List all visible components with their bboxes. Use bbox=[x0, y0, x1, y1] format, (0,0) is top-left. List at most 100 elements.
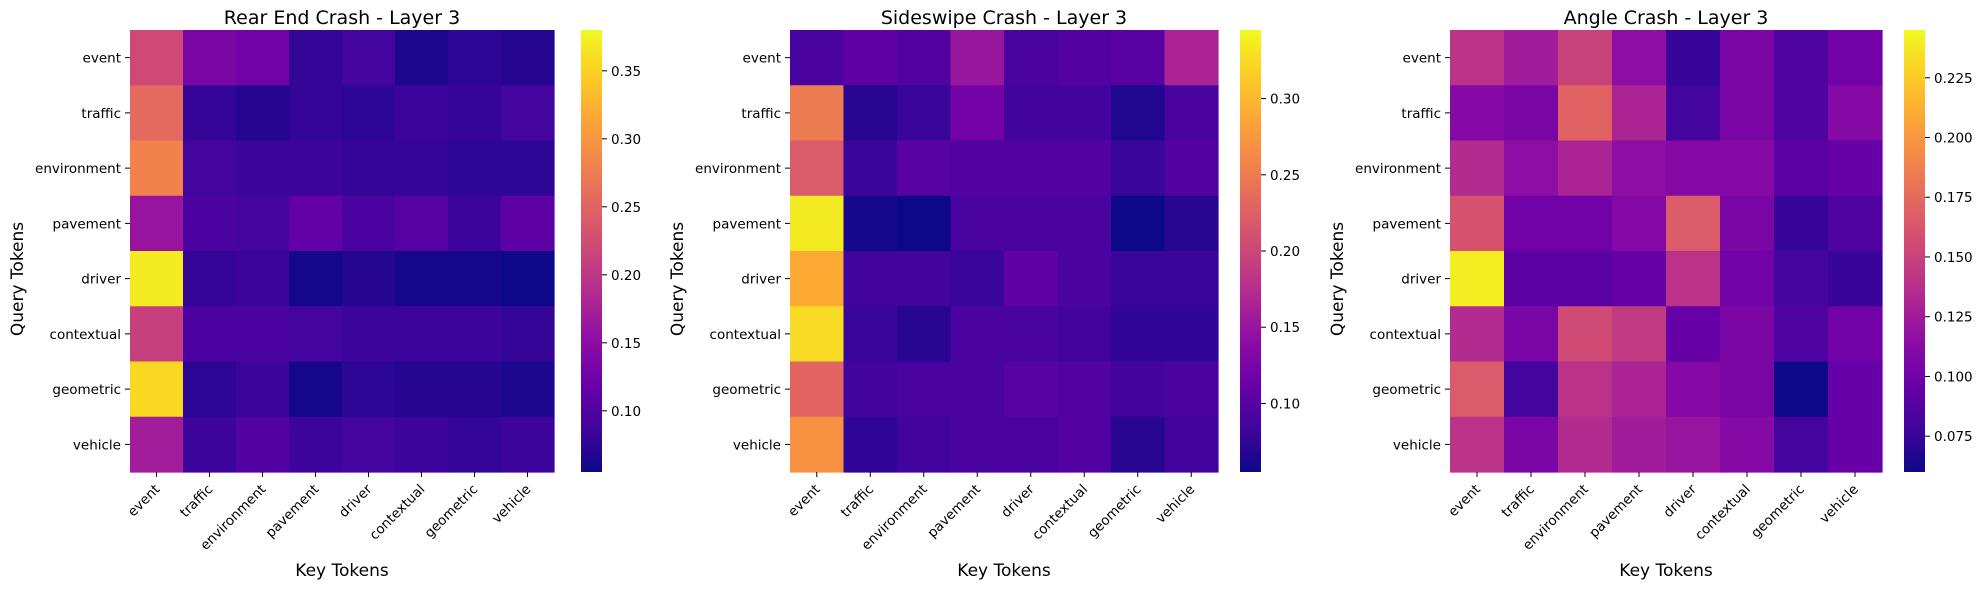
heatmap-cell bbox=[1828, 30, 1883, 86]
heatmap-cell bbox=[897, 306, 952, 363]
heatmap-cell bbox=[790, 251, 845, 307]
heatmap-cell bbox=[1828, 361, 1883, 418]
colorbar-tick-label: 0.20 bbox=[1270, 244, 1300, 260]
heatmap-cell bbox=[1666, 85, 1721, 142]
heatmap-cell bbox=[448, 85, 502, 142]
x-tick-label: pavement bbox=[924, 482, 984, 542]
x-tick-label: pavement bbox=[1586, 482, 1646, 542]
heatmap-panel-rear-end: Rear End Crash - Layer 3 Key Tokens Quer… bbox=[8, 7, 641, 581]
heatmap-cell bbox=[183, 416, 237, 473]
heatmap-cell bbox=[950, 140, 1005, 197]
heatmap-cell bbox=[1450, 30, 1505, 86]
heatmap-cell bbox=[289, 195, 343, 252]
heatmap-cell bbox=[1450, 306, 1505, 363]
heatmap-cell bbox=[950, 30, 1005, 86]
heatmap-cell bbox=[1057, 251, 1112, 307]
heatmap-cell bbox=[790, 306, 845, 363]
colorbar bbox=[1904, 30, 1925, 472]
heatmap-cell bbox=[1111, 361, 1166, 418]
colorbar-tick-label: 0.20 bbox=[611, 268, 641, 284]
heatmap-cell bbox=[1004, 85, 1059, 142]
heatmap-cell bbox=[1612, 195, 1667, 252]
x-tick-label: event bbox=[785, 482, 824, 521]
colorbar-tick-label: 0.15 bbox=[1270, 320, 1300, 336]
heatmap-cell bbox=[897, 85, 952, 142]
heatmap-cell bbox=[1164, 30, 1219, 86]
heatmap-cell bbox=[1111, 140, 1166, 197]
heatmap-cell bbox=[950, 416, 1005, 473]
heatmap-cell bbox=[342, 140, 396, 197]
heatmap-cell bbox=[236, 306, 290, 363]
heatmap-cell bbox=[395, 251, 449, 307]
colorbar-tick-label: 0.25 bbox=[1270, 168, 1300, 184]
heatmap-cell bbox=[1828, 306, 1883, 363]
colorbar-tick-label: 0.35 bbox=[611, 64, 641, 80]
x-tick-label: traffic bbox=[1499, 482, 1538, 521]
y-tick-label: traffic bbox=[741, 106, 781, 122]
colorbar bbox=[1240, 30, 1261, 472]
heatmap-cell bbox=[448, 306, 502, 363]
heatmap-cell bbox=[1612, 251, 1667, 307]
x-tick-label: vehicle bbox=[1817, 482, 1862, 527]
colorbar-tick-label: 0.10 bbox=[1270, 396, 1300, 412]
heatmap-cell bbox=[1111, 30, 1166, 86]
heatmap-cell bbox=[790, 416, 845, 473]
heatmap-cell bbox=[1774, 251, 1829, 307]
heatmap-cell bbox=[1828, 140, 1883, 197]
heatmap-cell bbox=[501, 30, 555, 86]
x-tick-label: driver bbox=[1660, 481, 1700, 521]
x-tick-label: geometric bbox=[1748, 482, 1808, 542]
heatmap-cell bbox=[1111, 85, 1166, 142]
y-axis-label: Query Tokens bbox=[668, 222, 688, 336]
heatmap-cell bbox=[1450, 251, 1505, 307]
heatmap-cell bbox=[236, 30, 290, 86]
heatmap-cell bbox=[1450, 85, 1505, 142]
heatmap-cell bbox=[1004, 140, 1059, 197]
heatmap-cell bbox=[1111, 416, 1166, 473]
heatmap-cell bbox=[1164, 251, 1219, 307]
heatmap-cell bbox=[1504, 361, 1559, 418]
heatmap-cell bbox=[395, 140, 449, 197]
colorbar-tick-label: 0.15 bbox=[611, 336, 641, 352]
heatmap-cell bbox=[501, 416, 555, 473]
colorbar-tick-label: 0.200 bbox=[1934, 131, 1973, 147]
heatmap-cell bbox=[1164, 416, 1219, 473]
heatmap-cell bbox=[1057, 361, 1112, 418]
heatmap-cell bbox=[1111, 306, 1166, 363]
heatmap-cell bbox=[843, 416, 898, 473]
heatmap-cell bbox=[1450, 416, 1505, 473]
heatmap-cell bbox=[236, 416, 290, 473]
heatmap-cell bbox=[1558, 195, 1613, 252]
heatmap-cell bbox=[1057, 30, 1112, 86]
heatmap-cell bbox=[183, 30, 237, 86]
heatmap-cell bbox=[1057, 140, 1112, 197]
x-tick-label: geometric bbox=[422, 482, 482, 542]
x-tick-label: event bbox=[125, 482, 164, 521]
heatmap-cell bbox=[130, 251, 184, 307]
y-tick-label: geometric bbox=[1372, 382, 1441, 398]
heatmap-cell bbox=[1558, 251, 1613, 307]
heatmap-cell bbox=[501, 361, 555, 418]
heatmap-cell bbox=[289, 361, 343, 418]
heatmap-cell bbox=[342, 251, 396, 307]
heatmap-cell bbox=[950, 361, 1005, 418]
y-tick-label: contextual bbox=[50, 327, 121, 343]
heatmap-cell bbox=[790, 195, 845, 252]
x-tick-label: contextual bbox=[366, 482, 428, 544]
heatmap-cell bbox=[1666, 140, 1721, 197]
heatmap-cell bbox=[1504, 85, 1559, 142]
heatmap-cell bbox=[130, 85, 184, 142]
heatmap-cell bbox=[950, 85, 1005, 142]
heatmap-cell bbox=[1164, 85, 1219, 142]
y-tick-label: vehicle bbox=[73, 437, 121, 453]
heatmap-cell bbox=[1720, 306, 1775, 363]
heatmap-cell bbox=[843, 85, 898, 142]
heatmap-cell bbox=[289, 416, 343, 473]
heatmap-cell bbox=[1612, 361, 1667, 418]
y-tick-label: pavement bbox=[53, 216, 121, 232]
heatmap-cell bbox=[183, 306, 237, 363]
heatmap-cell bbox=[289, 140, 343, 197]
heatmap-cell bbox=[183, 251, 237, 307]
heatmap-cell bbox=[1612, 140, 1667, 197]
